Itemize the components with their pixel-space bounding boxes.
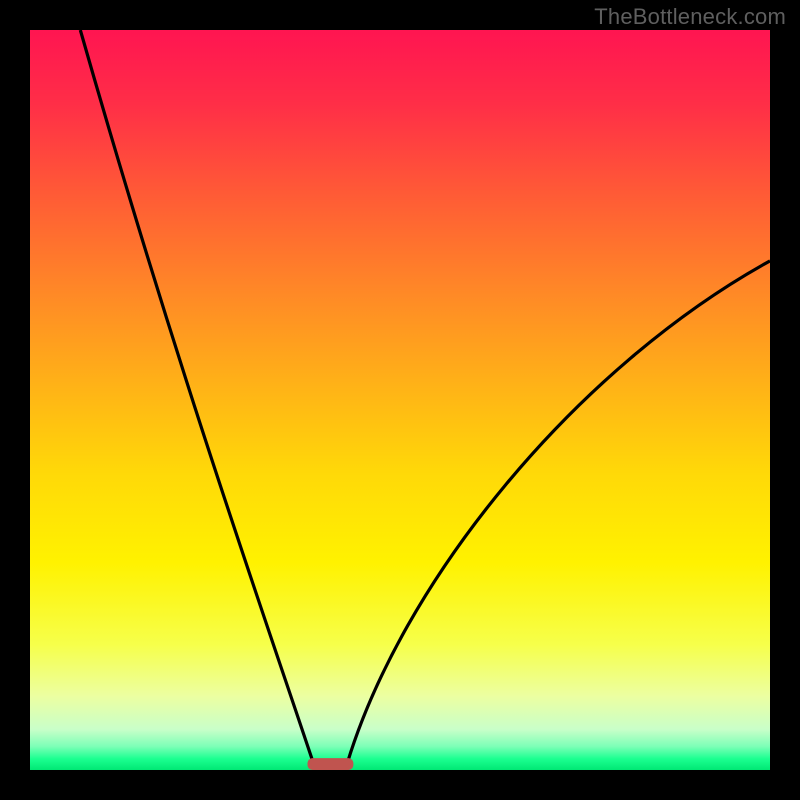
plot-background-gradient xyxy=(30,30,770,770)
vertex-marker xyxy=(308,758,354,770)
bottleneck-chart xyxy=(0,0,800,800)
watermark-text: TheBottleneck.com xyxy=(594,4,786,30)
chart-stage: TheBottleneck.com xyxy=(0,0,800,800)
